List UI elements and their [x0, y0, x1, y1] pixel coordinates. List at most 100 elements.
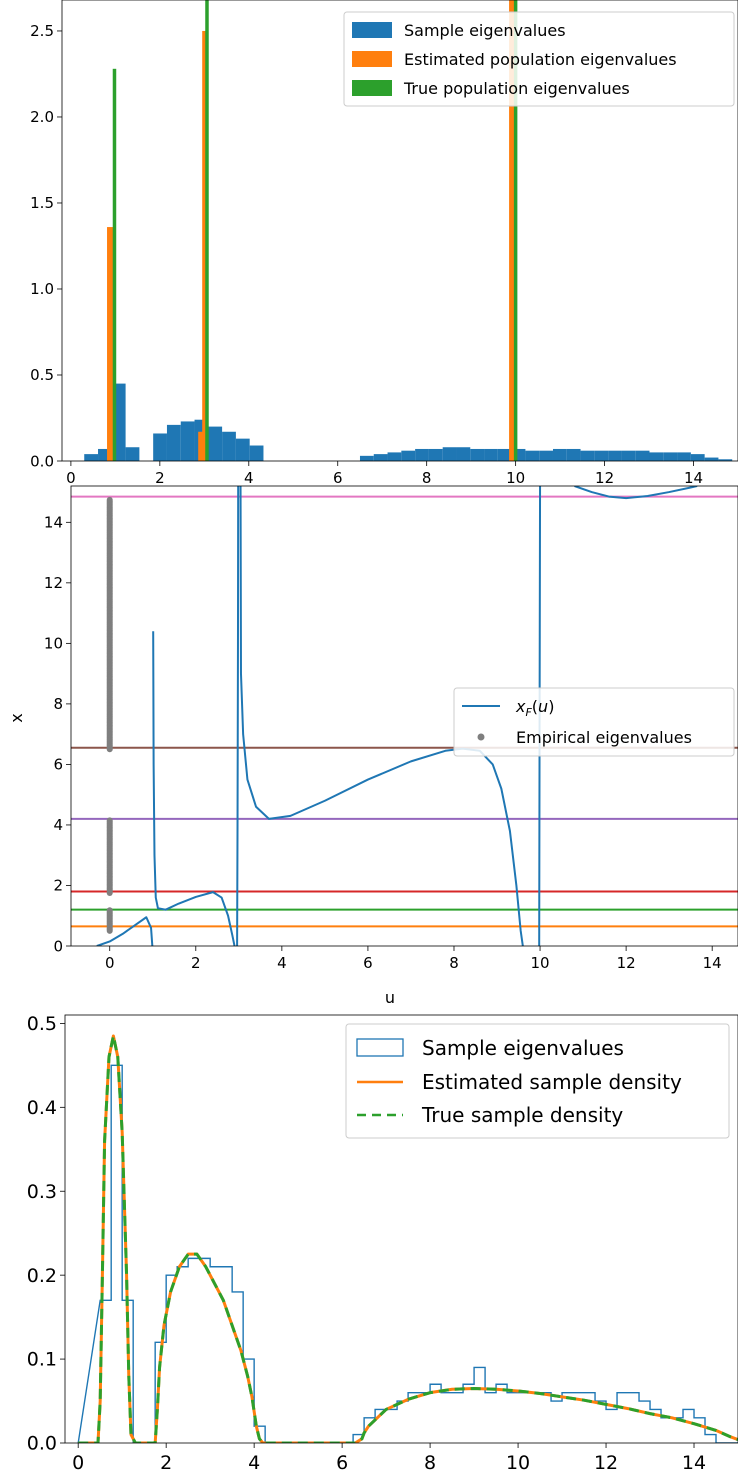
- true-population-eigenvalue-bar: [112, 68, 117, 461]
- p3-ytick-label: 0.0: [27, 1433, 57, 1455]
- sample-eigenvalue-bar: [84, 454, 99, 461]
- sample-eigenvalue-bar: [621, 450, 636, 461]
- p3-xtick-label: 2: [160, 1452, 172, 1474]
- sample-eigenvalue-bar: [208, 426, 223, 461]
- sample-eigenvalue-bar: [484, 448, 498, 461]
- p1-plot-area: [84, 0, 733, 461]
- p2-ytick-label: 8: [53, 695, 63, 713]
- p1-ytick-label: 2.0: [30, 108, 54, 126]
- p2-xtick-label: 2: [191, 954, 201, 972]
- sample-eigenvalue-bar: [566, 448, 581, 461]
- p2-xlabel: u: [385, 988, 395, 1007]
- sample-eigenvalue-bar: [470, 448, 485, 461]
- p3-xtick-label: 0: [72, 1452, 84, 1474]
- xf-curve-segment: [239, 486, 524, 946]
- p1-xtick-label: 0: [66, 469, 76, 487]
- sample-eigenvalue-bar: [428, 448, 443, 461]
- p2-xtick-label: 14: [703, 954, 722, 972]
- p1-xtick-label: 8: [422, 469, 432, 487]
- sample-eigenvalue-bar: [525, 450, 540, 461]
- p3-xtick-label: 10: [506, 1452, 530, 1474]
- empirical-eigenvalue-point: [106, 496, 113, 503]
- p1-legend-swatch-true: [352, 80, 392, 96]
- p3-ytick-label: 0.2: [27, 1265, 57, 1287]
- p2-xtick-label: 12: [617, 954, 636, 972]
- sample-eigenvalue-bar: [608, 450, 622, 461]
- p3-legend-label-sample: Sample eigenvalues: [422, 1036, 624, 1060]
- sample-eigenvalue-bar: [539, 450, 553, 461]
- p1-ytick-label: 0.0: [30, 452, 54, 470]
- p3-xtick-label: 12: [594, 1452, 618, 1474]
- p3-legend: Sample eigenvalues Estimated sample dens…: [345, 1023, 730, 1139]
- p3-xtick-label: 4: [248, 1452, 260, 1474]
- p3-ytick-label: 0.4: [27, 1097, 57, 1119]
- p3-axes: 0 2 4 6 8 10 12 14 0.0 0.1 0.2 0.3 0.4 0.5: [27, 1013, 738, 1474]
- p2-axes: 0 2 4 6 8 10 12 14 0 2 4 6 8 10 12 14: [44, 485, 738, 972]
- p1-legend-label-sample: Sample eigenvalues: [404, 21, 566, 40]
- p1-legend-box: [343, 11, 735, 107]
- sample-eigenvalue-bar: [442, 447, 457, 461]
- estimated-population-eigenvalue-bar: [107, 227, 114, 461]
- p2-ylabel: x: [7, 713, 26, 722]
- sample-eigenvalue-bar: [125, 447, 140, 461]
- p1-ytick-label: 0.5: [30, 366, 54, 384]
- p1-xtick-label: 4: [244, 469, 254, 487]
- estimated-population-eigenvalue-bar: [509, 0, 516, 461]
- sample-eigenvalue-bar: [718, 459, 733, 461]
- panel-sample-density: 0 2 4 6 8 10 12 14 0.0 0.1 0.2 0.3 0.4 0.5 Sample eig…: [27, 1013, 738, 1474]
- p1-xtick-label: 10: [506, 469, 525, 487]
- p3-frame: [64, 1014, 738, 1444]
- sample-eigenvalue-bar: [401, 450, 416, 461]
- sample-eigenvalue-bar: [497, 448, 512, 461]
- p2-ytick-label: 4: [53, 816, 63, 834]
- p2-xtick-label: 6: [363, 954, 373, 972]
- sample-eigenvalue-bar: [373, 454, 388, 461]
- sample-eigenvalue-bar: [456, 447, 471, 461]
- p2-xtick-label: 8: [449, 954, 459, 972]
- sample-eigenvalue-bar: [222, 431, 236, 461]
- p2-ytick-label: 14: [44, 514, 63, 532]
- p2-ytick-label: 10: [44, 635, 63, 653]
- true-population-eigenvalue-bar: [205, 0, 209, 461]
- sample-eigenvalue-bar: [580, 450, 595, 461]
- estimated-population-eigenvalue-bar: [198, 431, 205, 461]
- p1-axes: 0 2 4 6 8 10 12 14 0.0 0.5 1.0 1.5 2.0 2.5: [30, 0, 738, 487]
- estimated-population-eigenvalue-bar: [202, 30, 209, 461]
- p1-legend-swatch-sample: [352, 22, 392, 38]
- p3-legend-label-estimated: Estimated sample density: [422, 1070, 682, 1094]
- sample-eigenvalue-bar: [235, 438, 250, 461]
- p1-frame: [61, 0, 738, 462]
- p3-ytick-label: 0.1: [27, 1349, 57, 1371]
- estimated-sample-density-line: [78, 1034, 738, 1443]
- empirical-eigenvalue-point: [106, 907, 113, 914]
- p1-legend-label-estimated: Estimated population eigenvalues: [404, 50, 677, 69]
- sample-eigenvalue-bar: [635, 450, 650, 461]
- p1-xtick-label: 14: [684, 469, 703, 487]
- p2-legend-label-xf: xF(u): [515, 697, 554, 719]
- xf-curve-segment: [96, 916, 154, 946]
- p1-legend-label-true: True population eigenvalues: [403, 79, 630, 98]
- p1-ytick-label: 2.5: [30, 22, 54, 40]
- p2-plot-area: [71, 486, 738, 946]
- p3-xtick-label: 14: [682, 1452, 706, 1474]
- p3-xtick-label: 6: [336, 1452, 348, 1474]
- xf-curve-segment: [152, 631, 236, 946]
- p2-ytick-label: 0: [53, 937, 63, 955]
- p1-legend-swatch-estimated: [352, 51, 392, 67]
- p3-ytick-label: 0.3: [27, 1181, 57, 1203]
- sample-eigenvalue-bar: [690, 454, 705, 461]
- p2-xtick-label: 10: [531, 954, 550, 972]
- sample-eigenvalue-step-histogram: [77, 1064, 738, 1443]
- sample-eigenvalue-bar: [153, 433, 167, 461]
- p3-legend-box: [345, 1023, 730, 1139]
- sample-eigenvalue-bar: [249, 445, 264, 461]
- p3-plot-area: [77, 1034, 738, 1443]
- panel-xf-function: 0 2 4 6 8 10 12 14 0 2 4 6 8 10 12 14 u x xF(u) Empiric…: [7, 485, 738, 1007]
- p2-legend-label-empirical: Empirical eigenvalues: [516, 728, 692, 747]
- sample-eigenvalue-bar: [663, 452, 678, 461]
- p2-legend-marker-empirical: [477, 733, 485, 741]
- sample-eigenvalue-bar: [415, 448, 429, 461]
- p2-ytick-label: 2: [53, 877, 63, 895]
- p3-xtick-label: 8: [424, 1452, 436, 1474]
